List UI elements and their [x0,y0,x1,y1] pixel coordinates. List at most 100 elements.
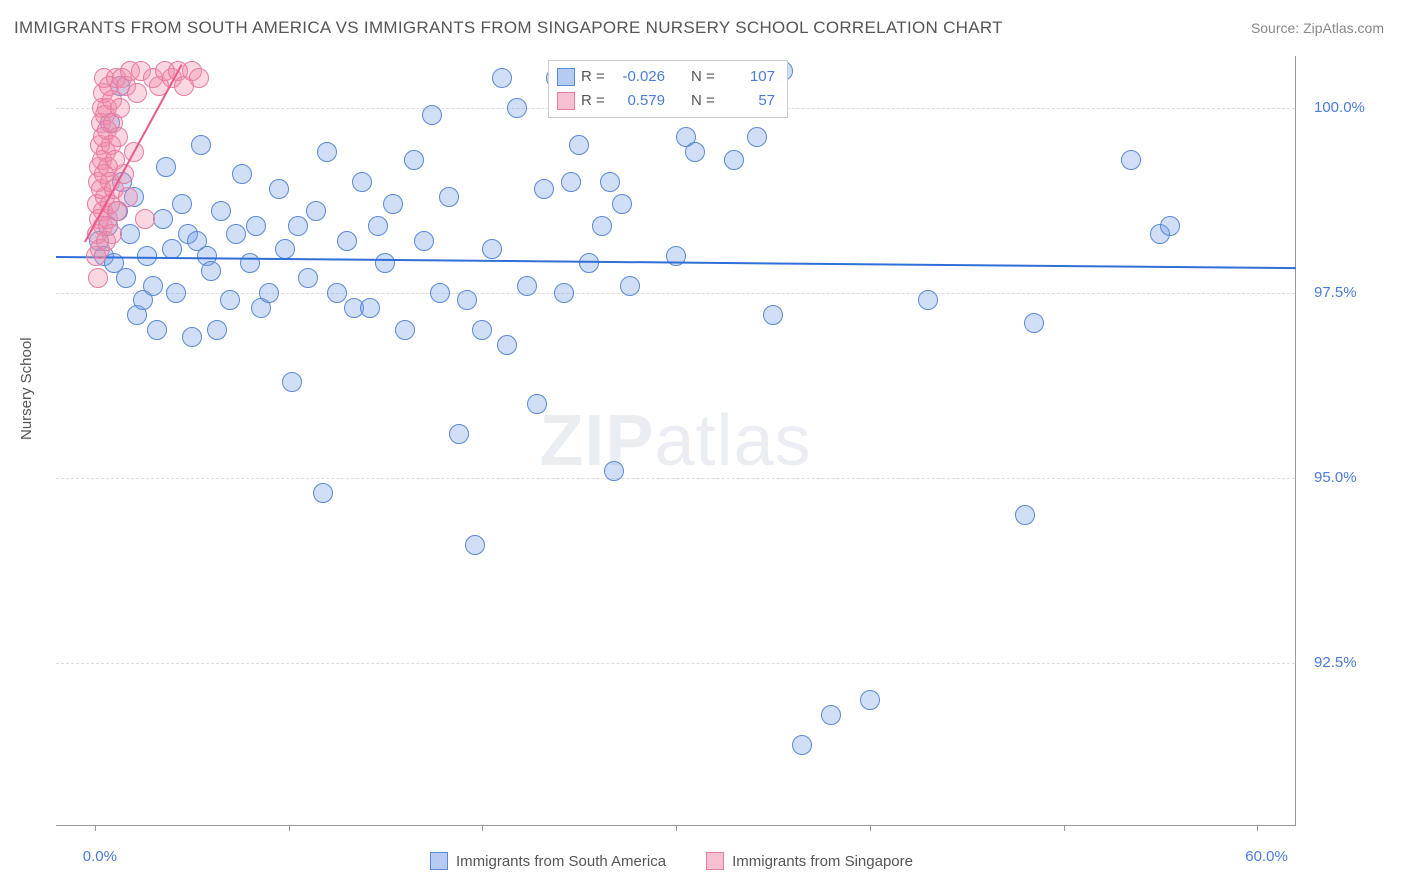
gridline-h [56,293,1295,294]
data-point [747,127,767,147]
data-point [439,187,459,207]
data-point [282,372,302,392]
legend-label: Immigrants from South America [456,853,666,870]
data-point [313,483,333,503]
y-tick-label: 92.5% [1314,654,1357,671]
data-point [375,253,395,273]
data-point [592,216,612,236]
data-point [860,690,880,710]
correlation-legend: R =-0.026 N =107R =0.579N =57 [548,60,788,118]
data-point [166,283,186,303]
data-point [189,68,209,88]
x-tick [676,825,677,831]
gridline-h [56,478,1295,479]
data-point [457,290,477,310]
data-point [232,164,252,184]
data-point [143,276,163,296]
x-tick [870,825,871,831]
data-point [162,239,182,259]
data-point [1024,313,1044,333]
data-point [207,320,227,340]
chart-title: IMMIGRANTS FROM SOUTH AMERICA VS IMMIGRA… [14,18,1003,38]
legend-row: R =0.579N =57 [557,89,775,113]
data-point [918,290,938,310]
legend-r-value: 0.579 [615,89,665,113]
x-tick [289,825,290,831]
data-point [685,142,705,162]
data-point [492,68,512,88]
legend-swatch [557,92,575,110]
data-point [182,327,202,347]
data-point [383,194,403,214]
data-point [422,105,442,125]
data-point [246,216,266,236]
y-tick-label: 100.0% [1314,99,1365,116]
legend-r-label: R = [581,65,609,89]
legend-swatch [430,852,448,870]
data-point [821,705,841,725]
data-point [497,335,517,355]
data-point [352,172,372,192]
data-point [527,394,547,414]
data-point [604,461,624,481]
data-point [1121,150,1141,170]
data-point [147,320,167,340]
watermark-rest: atlas [654,401,811,481]
data-point [465,535,485,555]
data-point [612,194,632,214]
data-point [482,239,502,259]
data-point [337,231,357,251]
source-label: Source: ZipAtlas.com [1251,20,1384,36]
data-point [120,224,140,244]
watermark: ZIPatlas [539,400,811,482]
data-point [414,231,434,251]
series-legend: Immigrants from South America Immigrants … [430,852,913,870]
data-point [306,201,326,221]
data-point [108,127,128,147]
x-tick [482,825,483,831]
data-point [201,261,221,281]
data-point [135,209,155,229]
legend-n-label: N = [691,65,719,89]
data-point [569,135,589,155]
data-point [534,179,554,199]
legend-item: Immigrants from South America [430,852,666,870]
data-point [220,290,240,310]
data-point [517,276,537,296]
legend-item: Immigrants from Singapore [706,852,913,870]
data-point [191,135,211,155]
data-point [156,157,176,177]
data-point [600,172,620,192]
x-tick-label: 0.0% [83,848,117,865]
y-tick-label: 97.5% [1314,284,1357,301]
data-point [240,253,260,273]
data-point [368,216,388,236]
data-point [724,150,744,170]
data-point [327,283,347,303]
data-point [226,224,246,244]
data-point [1015,505,1035,525]
watermark-bold: ZIP [539,401,654,481]
data-point [127,83,147,103]
data-point [259,283,279,303]
data-point [449,424,469,444]
data-point [102,224,122,244]
data-point [288,216,308,236]
data-point [153,209,173,229]
gridline-h [56,663,1295,664]
x-tick [95,825,96,831]
data-point [110,98,130,118]
y-tick-label: 95.0% [1314,469,1357,486]
x-tick-label: 60.0% [1245,848,1288,865]
legend-n-value: 107 [725,65,775,89]
data-point [404,150,424,170]
x-tick [1257,825,1258,831]
data-point [88,268,108,288]
legend-r-label: R = [581,89,609,113]
data-point [118,187,138,207]
data-point [620,276,640,296]
data-point [395,320,415,340]
legend-r-value: -0.026 [615,65,665,89]
data-point [172,194,192,214]
data-point [792,735,812,755]
